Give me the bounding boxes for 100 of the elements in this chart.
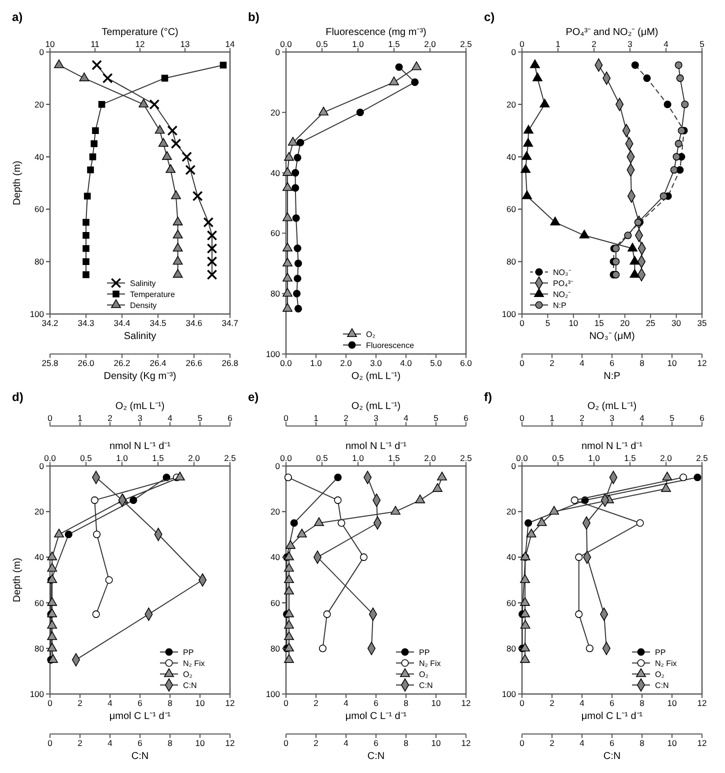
x-tick-label: 34.6 [186, 318, 203, 328]
x-tick-label: 2 [314, 698, 319, 708]
legend-label: O₂ [655, 670, 664, 679]
y-tick-label: 40 [34, 152, 44, 162]
x-tick-label: 1.0 [310, 358, 322, 368]
x-tick-label: 10 [568, 318, 578, 328]
x-tick-label: 4 [344, 698, 349, 708]
y-tick-label: 80 [506, 256, 516, 267]
y-tick-label: 100 [502, 689, 516, 699]
point [206, 256, 218, 267]
x2-tick-label: 5 [198, 413, 203, 423]
point [185, 164, 196, 176]
x-tick-label: 10 [667, 738, 677, 748]
x-tick-label: 26.6 [186, 358, 203, 368]
point [612, 258, 620, 266]
point [282, 303, 292, 312]
x-axis-title: C:N [603, 751, 621, 762]
y-tick-label: 40 [270, 168, 280, 178]
x2-tick-label: 1 [78, 413, 83, 423]
x-tick-label: 20 [620, 318, 630, 328]
chart-title: d) [12, 390, 24, 404]
x-tick-label: 26.2 [114, 358, 131, 368]
point [288, 136, 298, 146]
x2-tick-label: 2 [592, 39, 597, 49]
x-tick-label: 2.0 [340, 358, 352, 368]
x-tick-label: 12 [225, 698, 235, 708]
y-tick-label: 0 [275, 47, 280, 57]
x2-tick-label: 2.0 [188, 453, 200, 463]
x2-tick-label: 2.5 [224, 453, 236, 463]
legend-label: N₂ Fix [419, 659, 441, 668]
x-tick-label: 12 [461, 738, 471, 748]
x-tick-label: 10 [667, 358, 677, 368]
x2-axis-title: nmol N L⁻¹ d⁻¹ [581, 441, 644, 452]
x2-tick-label: 1.5 [388, 453, 400, 463]
x-axis-title: Density (Kg m⁻³) [104, 371, 176, 382]
point [412, 61, 422, 70]
y-axis-title: Depth (m) [12, 558, 23, 602]
y-tick-label: 100 [266, 349, 280, 359]
y-tick-label: 20 [270, 107, 280, 118]
point [172, 242, 183, 252]
y-tick-label: 0 [511, 461, 516, 471]
point [282, 167, 292, 176]
chart-title: a) [12, 10, 23, 24]
legend-label: PP [655, 648, 666, 657]
x2-tick-label: 0.5 [316, 39, 328, 49]
x2-tick-label: 0.0 [44, 453, 56, 463]
x2-tick-label: 2.0 [424, 453, 436, 463]
x-tick-label: 10 [431, 738, 441, 748]
point [624, 232, 632, 240]
x-tick-label: 26.8 [222, 358, 239, 368]
y-tick-label: 80 [270, 643, 280, 654]
x-tick-label: 4 [108, 698, 113, 708]
x-tick-label: 12 [225, 738, 235, 748]
x-tick-label: 0 [48, 738, 53, 748]
point [282, 288, 292, 297]
y-tick-label: 80 [506, 643, 516, 654]
x-tick-label: 15 [594, 318, 604, 328]
x-axis-title: C:N [131, 751, 149, 762]
x2-tick-label: 2.0 [660, 453, 672, 463]
x-tick-label: 6 [610, 358, 615, 368]
point [149, 99, 160, 110]
point [282, 258, 292, 266]
x-axis-title: N:P [604, 371, 621, 382]
point [282, 272, 292, 282]
point [172, 230, 183, 238]
legend-label: Density [130, 301, 157, 310]
y-tick-label: 20 [270, 506, 280, 517]
x2-tick-label: 0.5 [552, 453, 564, 463]
y-tick-label: 20 [506, 99, 516, 110]
point [524, 519, 532, 527]
x2-tick-label: 1 [556, 39, 561, 49]
x-tick-label: 10 [431, 698, 441, 708]
x-tick-label: 10 [195, 698, 205, 708]
x-tick-label: 4 [344, 738, 349, 748]
y-tick-label: 40 [34, 552, 44, 562]
point [54, 59, 64, 68]
x2-tick-label: 12 [135, 39, 145, 49]
point [282, 182, 292, 191]
x-tick-label: 6.0 [460, 358, 472, 368]
y-tick-label: 40 [506, 552, 516, 562]
x2-tick-label: 3 [374, 413, 379, 423]
x-tick-label: 30 [672, 318, 682, 328]
y-tick-label: 40 [506, 152, 516, 162]
y-tick-label: 80 [34, 643, 44, 654]
x-tick-label: 6 [610, 698, 615, 708]
x2-tick-label: 2.5 [460, 39, 472, 49]
point [681, 100, 689, 108]
x-tick-label: 6 [138, 738, 143, 748]
y-tick-label: 60 [34, 598, 44, 608]
point [130, 496, 138, 504]
legend-label: C:N [655, 681, 669, 690]
legend-label: O₂ [366, 330, 376, 339]
x2-tick-label: 4 [168, 413, 173, 423]
x2-axis-title: Fluorescence (mg m⁻³) [326, 27, 426, 38]
y-tick-label: 60 [506, 204, 516, 214]
y-tick-label: 80 [34, 256, 44, 267]
point [206, 230, 218, 241]
x2-tick-label: 1.0 [588, 453, 600, 463]
x-tick-label: 26.0 [78, 358, 95, 368]
x2-axis-title: Temperature (°C) [102, 27, 178, 38]
